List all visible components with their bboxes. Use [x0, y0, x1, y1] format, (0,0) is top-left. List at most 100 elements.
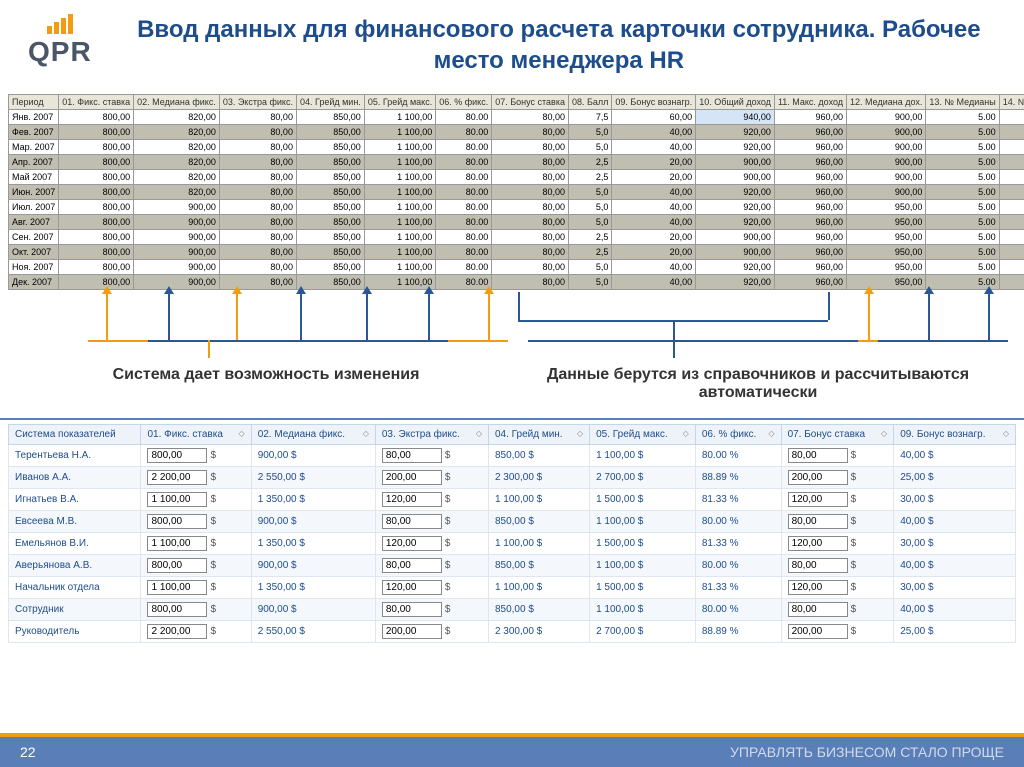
table-row[interactable]: Янв. 2007800,00820,0080,00850,001 100,00…	[9, 110, 1024, 125]
value-cell[interactable]: 1 100,00	[364, 170, 435, 185]
value-cell[interactable]: 960,00	[774, 200, 846, 215]
fix-input[interactable]	[147, 492, 207, 507]
t2-col-5[interactable]: 05. Грейд макс.◇	[590, 425, 696, 445]
value-cell[interactable]: 80,00	[219, 125, 296, 140]
value-cell[interactable]: 5,0	[568, 260, 611, 275]
table-row[interactable]: Май 2007800,00820,0080,00850,001 100,008…	[9, 170, 1024, 185]
value-cell[interactable]: 800,00	[59, 230, 134, 245]
value-cell[interactable]: 800,00	[59, 260, 134, 275]
value-cell[interactable]: 920,00	[696, 185, 775, 200]
value-cell[interactable]: 4.00	[999, 155, 1024, 170]
value-cell[interactable]: 920,00	[696, 200, 775, 215]
value-cell[interactable]: 2,5	[568, 245, 611, 260]
value-cell[interactable]: 5.00	[926, 215, 999, 230]
value-cell[interactable]: 2,5	[568, 230, 611, 245]
value-cell[interactable]: 820,00	[134, 185, 220, 200]
value-cell[interactable]: 4.00	[999, 200, 1024, 215]
t2-col-0[interactable]: Система показателей	[9, 425, 141, 445]
table-row[interactable]: Мар. 2007800,00820,0080,00850,001 100,00…	[9, 140, 1024, 155]
value-cell[interactable]: 850,00	[296, 125, 364, 140]
t2-col-7[interactable]: 07. Бонус ставка◇	[781, 425, 894, 445]
value-cell[interactable]: 1 100,00	[364, 200, 435, 215]
table-row[interactable]: Сен. 2007800,00900,0080,00850,001 100,00…	[9, 230, 1024, 245]
table-row[interactable]: Июл. 2007800,00900,0080,00850,001 100,00…	[9, 200, 1024, 215]
value-cell[interactable]: 960,00	[774, 245, 846, 260]
value-cell[interactable]: 4.00	[999, 260, 1024, 275]
value-cell[interactable]: 850,00	[296, 275, 364, 290]
fix-input[interactable]	[147, 470, 207, 485]
value-cell[interactable]: 920,00	[696, 140, 775, 155]
value-cell[interactable]: 5,0	[568, 140, 611, 155]
value-cell[interactable]: 800,00	[59, 200, 134, 215]
t2-col-2[interactable]: 02. Медиана фикс.◇	[251, 425, 375, 445]
value-cell[interactable]: 5.00	[926, 200, 999, 215]
t2-col-1[interactable]: 01. Фикс. ставка◇	[141, 425, 251, 445]
value-cell[interactable]: 900,00	[847, 185, 926, 200]
value-cell[interactable]: 5,0	[568, 200, 611, 215]
value-cell[interactable]: 40,00	[612, 140, 696, 155]
value-cell[interactable]: 800,00	[59, 140, 134, 155]
value-cell[interactable]: 80,00	[492, 155, 569, 170]
value-cell[interactable]: 920,00	[696, 215, 775, 230]
value-cell[interactable]: 960,00	[774, 260, 846, 275]
extra-input[interactable]	[382, 624, 442, 639]
value-cell[interactable]: 950,00	[847, 260, 926, 275]
extra-input[interactable]	[382, 448, 442, 463]
value-cell[interactable]: 850,00	[296, 185, 364, 200]
value-cell[interactable]: 80.00	[436, 200, 492, 215]
value-cell[interactable]: 950,00	[847, 215, 926, 230]
employee-name[interactable]: Руководитель	[9, 621, 141, 643]
value-cell[interactable]: 1 100,00	[364, 140, 435, 155]
value-cell[interactable]: 80,00	[492, 230, 569, 245]
value-cell[interactable]: 800,00	[59, 275, 134, 290]
value-cell[interactable]: 960,00	[774, 140, 846, 155]
bonus-input[interactable]	[788, 580, 848, 595]
value-cell[interactable]: 4.00	[999, 230, 1024, 245]
value-cell[interactable]: 4.00	[999, 140, 1024, 155]
value-cell[interactable]: 1 100,00	[364, 155, 435, 170]
value-cell[interactable]: 960,00	[774, 230, 846, 245]
value-cell[interactable]: 80.00	[436, 245, 492, 260]
bonus-input[interactable]	[788, 558, 848, 573]
value-cell[interactable]: 80,00	[219, 230, 296, 245]
value-cell[interactable]: 900,00	[134, 230, 220, 245]
value-cell[interactable]: 5.00	[926, 170, 999, 185]
value-cell[interactable]: 950,00	[847, 230, 926, 245]
value-cell[interactable]: 800,00	[59, 185, 134, 200]
value-cell[interactable]: 60,00	[612, 110, 696, 125]
value-cell[interactable]: 80,00	[492, 110, 569, 125]
fix-input[interactable]	[147, 602, 207, 617]
value-cell[interactable]: 950,00	[847, 245, 926, 260]
value-cell[interactable]: 80.00	[436, 155, 492, 170]
fix-input[interactable]	[147, 580, 207, 595]
value-cell[interactable]: 80.00	[436, 170, 492, 185]
value-cell[interactable]: 800,00	[59, 125, 134, 140]
value-cell[interactable]: 5,0	[568, 125, 611, 140]
value-cell[interactable]: 800,00	[59, 170, 134, 185]
value-cell[interactable]: 80,00	[219, 140, 296, 155]
value-cell[interactable]: 80.00	[436, 185, 492, 200]
employee-name[interactable]: Сотрудник	[9, 599, 141, 621]
fix-input[interactable]	[147, 514, 207, 529]
extra-input[interactable]	[382, 470, 442, 485]
value-cell[interactable]: 7,5	[568, 110, 611, 125]
sort-icon[interactable]: ◇	[1003, 429, 1009, 438]
value-cell[interactable]: 950,00	[847, 275, 926, 290]
value-cell[interactable]: 40,00	[612, 185, 696, 200]
value-cell[interactable]: 4.00	[999, 185, 1024, 200]
value-cell[interactable]: 80.00	[436, 230, 492, 245]
employee-name[interactable]: Евсеева М.В.	[9, 511, 141, 533]
value-cell[interactable]: 80,00	[492, 125, 569, 140]
value-cell[interactable]: 850,00	[296, 140, 364, 155]
sort-icon[interactable]: ◇	[683, 429, 689, 438]
value-cell[interactable]: 960,00	[774, 170, 846, 185]
value-cell[interactable]: 5,0	[568, 275, 611, 290]
sort-icon[interactable]: ◇	[363, 429, 369, 438]
value-cell[interactable]: 80,00	[492, 170, 569, 185]
table-row[interactable]: Авг. 2007800,00900,0080,00850,001 100,00…	[9, 215, 1024, 230]
value-cell[interactable]: 900,00	[847, 170, 926, 185]
value-cell[interactable]: 850,00	[296, 170, 364, 185]
sort-icon[interactable]: ◇	[577, 429, 583, 438]
value-cell[interactable]: 80,00	[219, 200, 296, 215]
bonus-input[interactable]	[788, 470, 848, 485]
